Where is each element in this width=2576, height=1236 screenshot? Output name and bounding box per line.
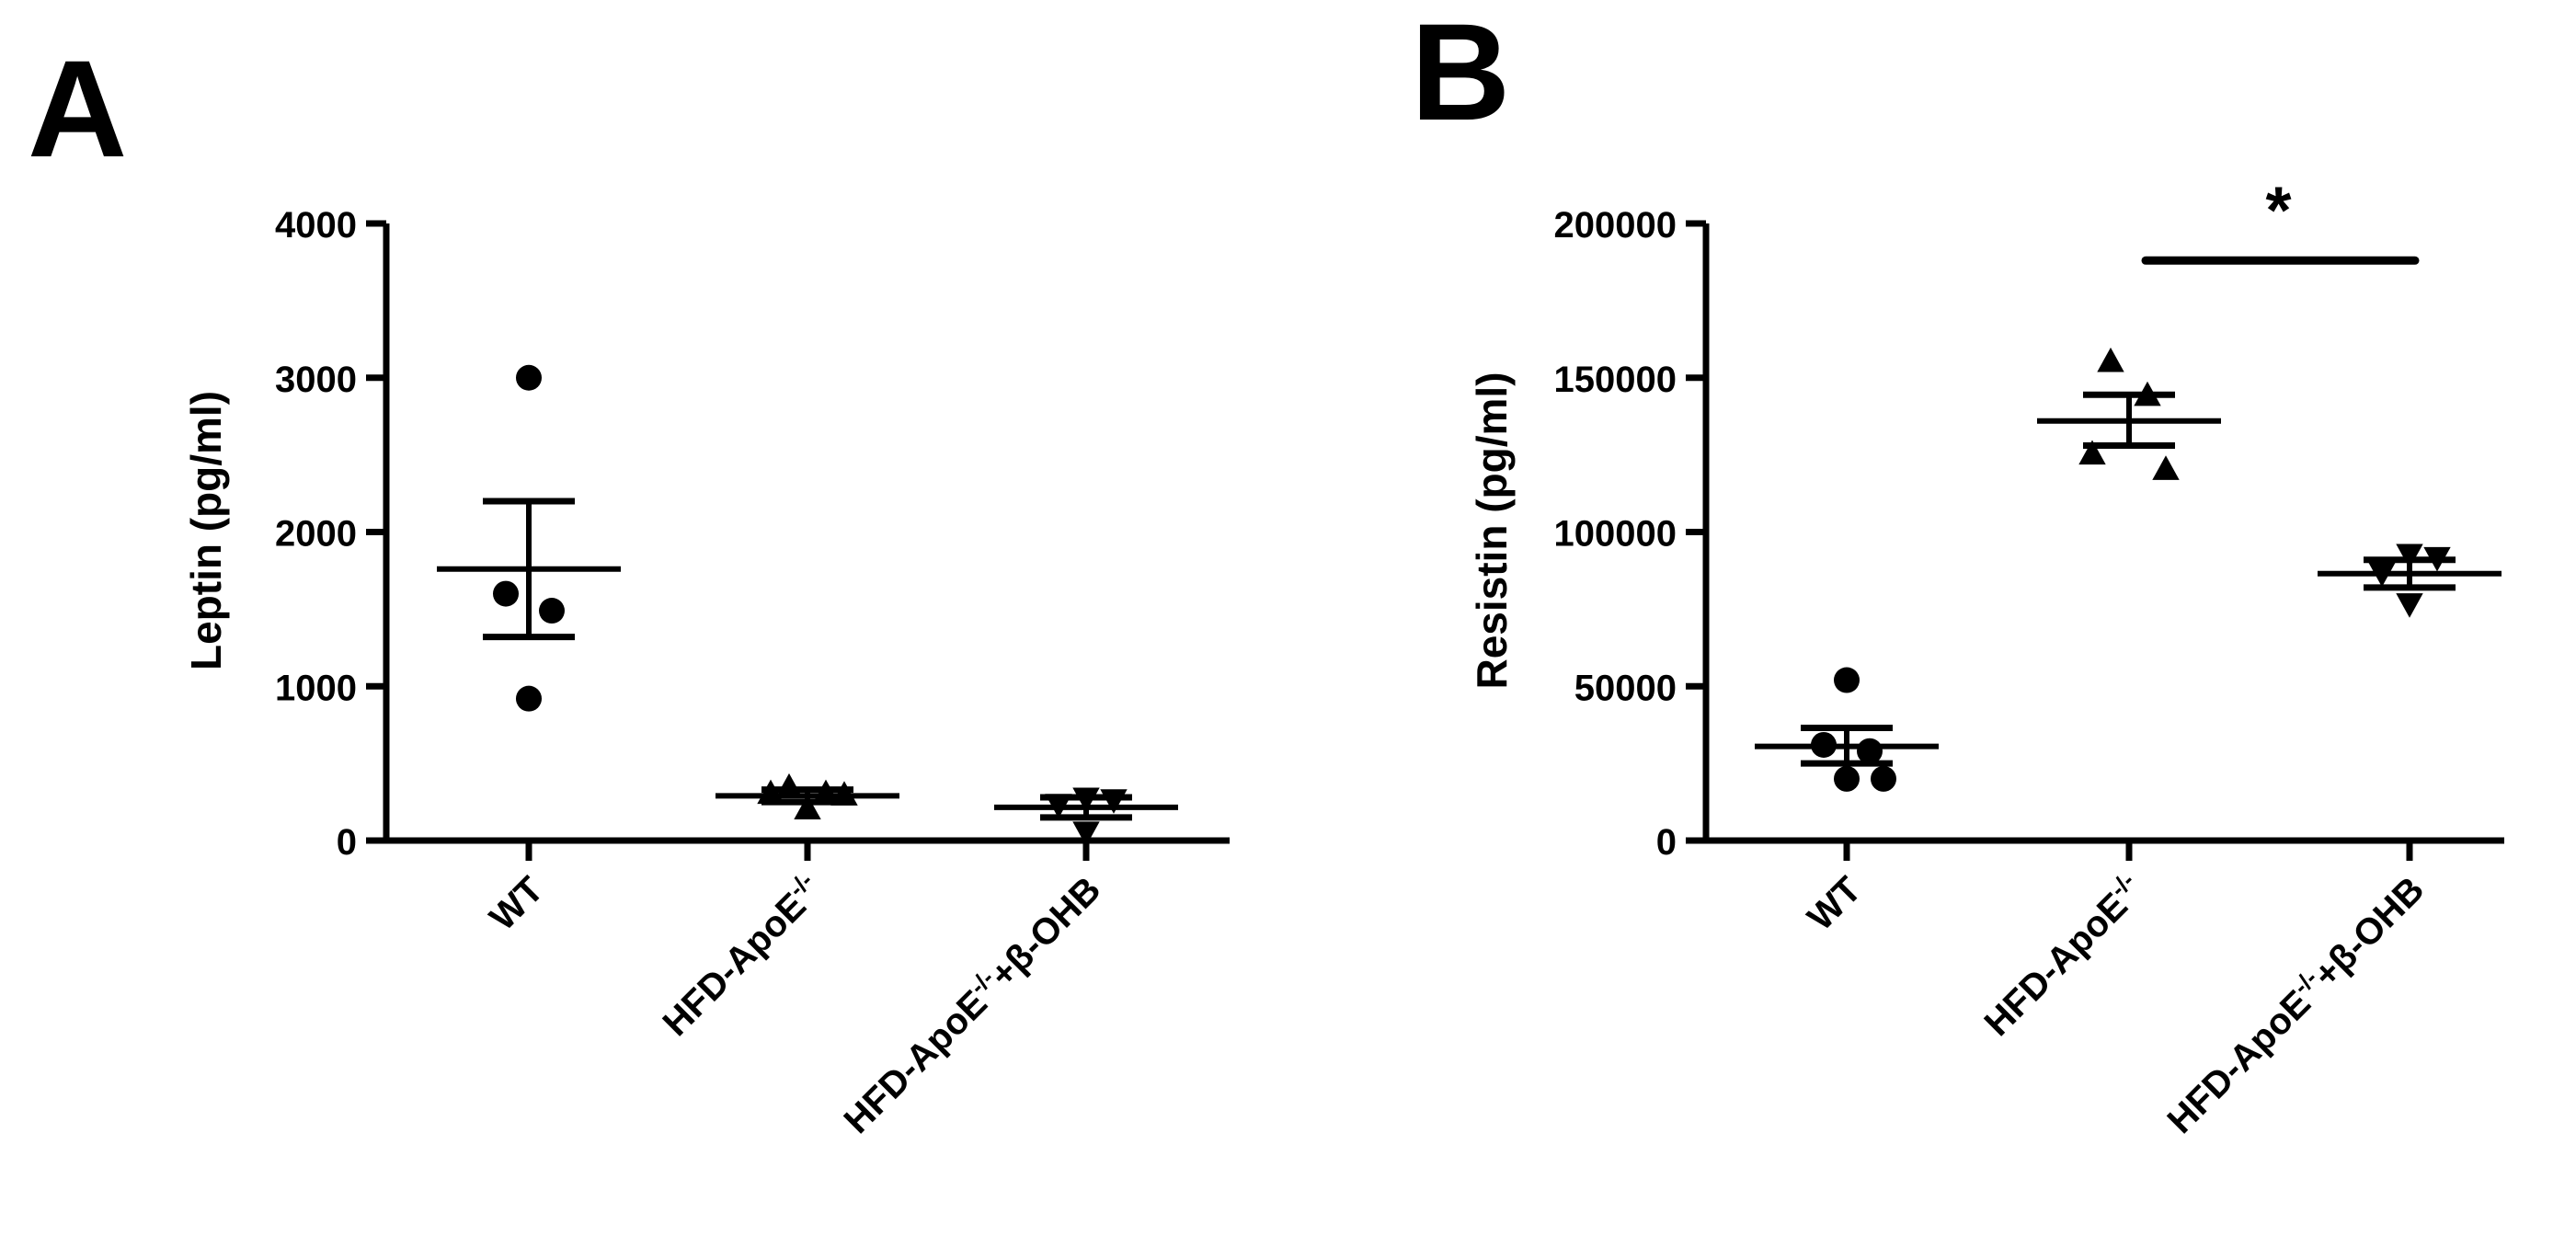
y-tick-label: 100000	[1554, 514, 1677, 555]
data-group	[1755, 667, 1939, 792]
data-point	[1072, 821, 1100, 847]
panel-label: A	[28, 31, 127, 186]
panel-label: B	[1411, 0, 1510, 149]
data-point	[2078, 440, 2106, 465]
data-point	[794, 795, 821, 819]
y-tick-label: 150000	[1554, 360, 1677, 400]
data-point	[516, 685, 542, 712]
y-tick-label: 50000	[1574, 668, 1677, 708]
data-point	[1834, 667, 1860, 693]
y-tick-label: 200000	[1554, 205, 1677, 246]
data-group	[437, 364, 621, 712]
data-point	[1871, 765, 1896, 792]
y-tick-label: 0	[1656, 822, 1677, 863]
y-axis-title: Leptin (pg/ml)	[182, 391, 230, 670]
y-axis-title: Resistin (pg/ml)	[1468, 372, 1516, 689]
y-tick-label: 4000	[275, 205, 357, 246]
significance-label: *	[2265, 174, 2291, 247]
data-point	[2097, 347, 2124, 372]
y-tick-label: 1000	[275, 668, 357, 708]
data-point	[1857, 738, 1883, 764]
y-tick-label: 2000	[275, 514, 357, 555]
data-point	[2396, 544, 2423, 569]
data-point	[539, 598, 565, 624]
data-group	[2318, 544, 2502, 618]
data-point	[493, 580, 519, 607]
data-group	[994, 787, 1178, 847]
y-tick-label: 0	[337, 822, 357, 863]
data-group	[716, 772, 899, 819]
y-tick-label: 3000	[275, 360, 357, 400]
data-point	[2396, 593, 2423, 618]
data-point	[516, 364, 542, 391]
data-point	[1834, 765, 1860, 792]
data-point	[2152, 455, 2180, 480]
data-group	[2037, 347, 2221, 480]
